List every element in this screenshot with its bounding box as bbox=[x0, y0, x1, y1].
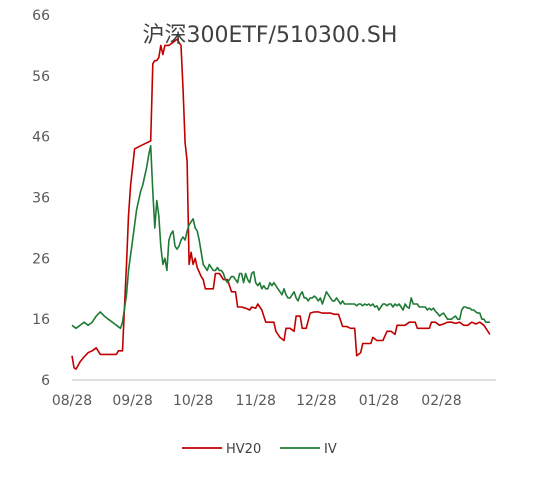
x-tick-label: 01/28 bbox=[359, 393, 399, 409]
y-axis-ticks: 6 16 26 36 46 56 66 bbox=[32, 8, 50, 389]
x-tick-label: 09/28 bbox=[112, 393, 152, 409]
legend: HV20 IV bbox=[182, 442, 337, 457]
y-tick-label: 66 bbox=[32, 8, 50, 24]
legend-label-iv: IV bbox=[324, 442, 337, 457]
x-tick-label: 02/28 bbox=[421, 393, 461, 409]
series-line-iv bbox=[71, 145, 490, 330]
chart-title: 沪深300ETF/510300.SH bbox=[143, 23, 398, 48]
x-tick-label: 11/28 bbox=[236, 393, 276, 409]
x-tick-label: 10/28 bbox=[173, 393, 213, 409]
series-layer bbox=[71, 38, 491, 370]
y-tick-label: 56 bbox=[32, 69, 50, 85]
x-axis-ticks: 08/28 09/28 10/28 11/28 12/28 01/28 02/28 bbox=[52, 393, 462, 409]
y-tick-label: 26 bbox=[32, 251, 50, 267]
legend-label-hv20: HV20 bbox=[226, 442, 261, 457]
y-tick-label: 36 bbox=[32, 191, 50, 207]
y-tick-label: 46 bbox=[32, 130, 50, 146]
y-tick-label: 16 bbox=[32, 312, 50, 328]
x-tick-label: 08/28 bbox=[52, 393, 92, 409]
x-tick-label: 12/28 bbox=[296, 393, 336, 409]
series-line-hv20 bbox=[71, 38, 491, 370]
y-tick-label: 6 bbox=[41, 373, 50, 389]
